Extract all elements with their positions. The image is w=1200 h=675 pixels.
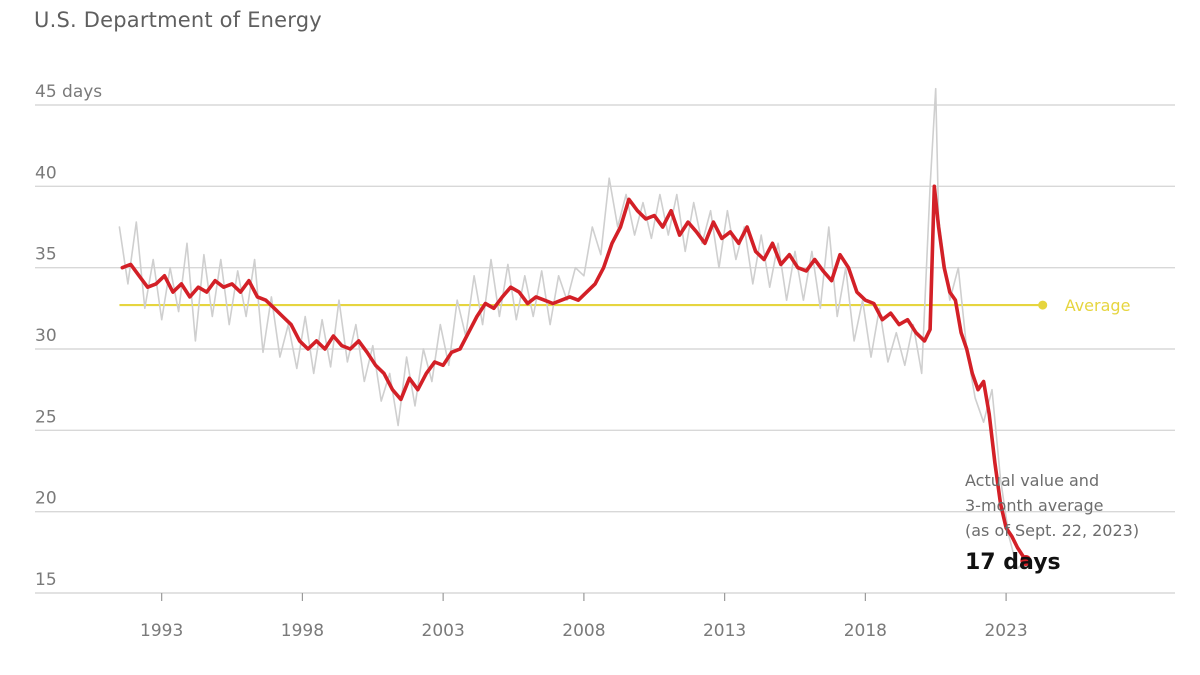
- average-label: Average: [1065, 296, 1131, 315]
- x-tick-label: 2023: [984, 621, 1027, 641]
- x-tick-label: 2013: [703, 621, 746, 641]
- x-tick-label: 2008: [562, 621, 605, 641]
- smooth-series-group: [120, 184, 1028, 563]
- annotation-value: 17 days: [965, 550, 1061, 575]
- latest-value-marker: [1020, 554, 1032, 566]
- annotation-line: 3-month average: [965, 496, 1103, 515]
- y-tick-label: 30: [35, 326, 57, 346]
- annotation-line: Actual value and: [965, 471, 1099, 490]
- y-tick-label: 35: [35, 245, 57, 265]
- average-marker: [1038, 300, 1048, 310]
- x-tick-label: 2018: [844, 621, 887, 641]
- x-tick-label: 2003: [422, 621, 465, 641]
- raw-series-line: [118, 87, 1027, 570]
- raw-series-group: [118, 87, 1027, 570]
- axis-labels: 45 days 40 35 30 25 20 15 1993 1998 2003 2008 2013 2…: [35, 82, 1028, 641]
- y-axis-unit-label: 45 days: [35, 82, 102, 102]
- three-month-average-line: [120, 184, 1028, 563]
- y-tick-label: 15: [35, 570, 57, 590]
- x-tick-label: 1998: [281, 621, 324, 641]
- annotation-group: Actual value and 3-month average (as of Se…: [965, 471, 1139, 575]
- y-tick-label: 25: [35, 407, 57, 427]
- y-tick-label: 40: [35, 163, 57, 183]
- source-label: U.S. Department of Energy: [34, 8, 322, 32]
- y-tick-label: 20: [35, 489, 57, 509]
- annotation-line: (as of Sept. 22, 2023): [965, 521, 1139, 540]
- x-tick-label: 1993: [140, 621, 183, 641]
